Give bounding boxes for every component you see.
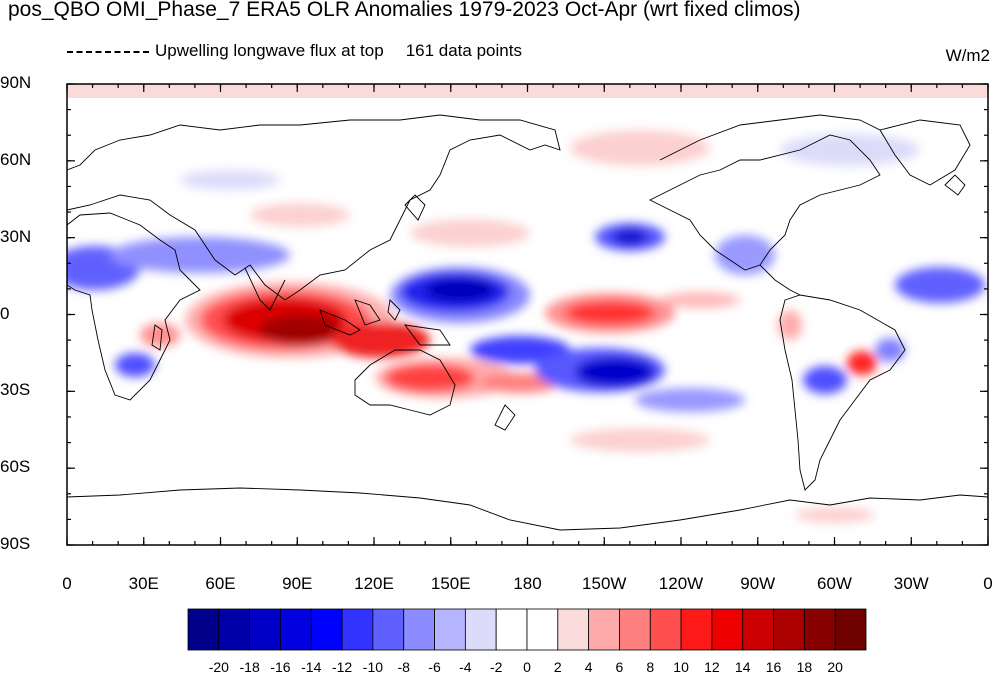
colorbar-swatch (372, 608, 405, 651)
colorbar-swatch (680, 608, 713, 651)
colorbar-swatch (526, 608, 559, 651)
colorbar-tick-label: 18 (796, 659, 813, 675)
colorbar-swatch (834, 608, 867, 651)
lon-label: 150E (430, 574, 471, 593)
anomaly-blob (715, 235, 775, 275)
data-points-label: 161 data points (405, 41, 522, 60)
lat-label: 60N (0, 149, 32, 169)
anomaly-blob (115, 353, 155, 377)
colorbar-swatch (341, 608, 374, 651)
colorbar-swatch (803, 608, 836, 651)
colorbar-tick-label: -16 (270, 659, 291, 675)
anomaly-field (67, 84, 988, 545)
anomaly-blob (385, 364, 475, 392)
legend-line: Upwelling longwave flux at top 161 data p… (67, 41, 522, 61)
colorbar-swatch (403, 608, 435, 651)
colorbar-swatch (742, 608, 774, 651)
lon-label: 0 (62, 574, 72, 593)
colorbar-tick-label: -14 (301, 659, 322, 675)
colorbar-tick-label: 16 (765, 659, 782, 675)
colorbar-tick-label: 20 (827, 659, 843, 675)
colorbar-tick-label: 6 (615, 659, 624, 675)
lat-label: 30N (0, 226, 32, 246)
colorbar-swatch (218, 608, 251, 651)
colorbar-tick-label: -12 (331, 659, 353, 675)
coastlines (67, 114, 988, 531)
colorbar-tick-label: -10 (362, 659, 384, 675)
lon-label: 90W (740, 574, 776, 593)
lon-label: 60E (205, 574, 236, 593)
colorbar-tick-label: 4 (584, 659, 593, 675)
colorbar-swatch (280, 608, 312, 651)
legend-line-label: Upwelling longwave flux at top (155, 41, 384, 60)
anomaly-blob (575, 357, 655, 387)
lat-label: 90N (0, 73, 32, 92)
colorbar-swatch (711, 608, 744, 651)
colorbar-tick-label: -4 (459, 659, 472, 675)
lat-label: 90S (0, 534, 31, 553)
anomaly-blob (565, 301, 655, 325)
anomaly-blob (660, 292, 740, 308)
lat-label: 0 (0, 303, 10, 323)
units-label: W/m2 (945, 46, 990, 65)
colorbar (187, 608, 867, 651)
colorbar-tick-label: -6 (428, 659, 441, 675)
anomaly-blob (260, 315, 340, 345)
colorbar-swatch (310, 608, 343, 651)
anomaly-blob (875, 338, 905, 362)
colorbar-tick-label: -2 (489, 659, 503, 675)
anomaly-blob (410, 219, 530, 247)
anomaly-blob (778, 310, 802, 340)
dashed-line-icon (67, 50, 149, 53)
colorbar-swatch (557, 608, 590, 651)
colorbar-tick-label: 12 (704, 659, 720, 675)
lon-label: 90E (282, 574, 313, 593)
colorbar-tick-label: 2 (553, 659, 562, 675)
lon-label: 120W (658, 574, 704, 593)
lon-label: 30E (128, 574, 159, 593)
colorbar-swatch (495, 608, 528, 651)
map-title: pos_QBO OMI_Phase_7 ERA5 OLR Anomalies 1… (8, 0, 801, 21)
anomaly-blob (612, 229, 648, 245)
colorbar-swatch (187, 608, 220, 651)
lon-label: 150W (582, 574, 627, 593)
anomaly-blob (635, 388, 745, 412)
colorbar-tick-label: 10 (673, 659, 689, 675)
colorbar-swatch (249, 608, 281, 651)
anomaly-blob (570, 428, 710, 452)
anomaly-blob (180, 170, 280, 190)
colorbar-tick-label: -18 (239, 659, 260, 675)
lon-label: 30W (893, 574, 929, 593)
colorbar-swatch (464, 608, 497, 651)
anomaly-blob (470, 336, 570, 364)
anomaly-blob (570, 130, 710, 166)
lon-label: 0 (983, 574, 993, 593)
colorbar-swatch (649, 608, 682, 651)
colorbar-tick-label: 14 (734, 659, 751, 675)
colorbar-swatch (619, 608, 651, 651)
colorbar-tick-label: -20 (208, 659, 229, 675)
colorbar-tick-label: 8 (646, 659, 655, 675)
anomaly-blob (140, 323, 180, 347)
anomaly-blob (803, 366, 847, 394)
anomaly-blob (110, 237, 290, 273)
colorbar-swatch (588, 608, 620, 651)
lon-label: 120E (354, 574, 394, 593)
colorbar-tick-label: -8 (397, 659, 410, 675)
colorbar-swatch (773, 608, 805, 651)
lat-label: 60S (0, 457, 31, 477)
anomaly-blob (250, 203, 350, 227)
colorbar-swatch (434, 608, 466, 651)
anomaly-blob (895, 267, 985, 303)
colorbar-tick-label: 0 (523, 659, 531, 675)
anomaly-blob (795, 507, 875, 523)
lat-label: 30S (0, 380, 31, 400)
axis-ticks (66, 83, 989, 546)
anomaly-blob (425, 278, 495, 302)
lon-label: 60W (817, 574, 852, 593)
anomaly-blob (330, 322, 430, 358)
lon-label: 180 (513, 574, 542, 593)
anomaly-blob (847, 351, 877, 375)
